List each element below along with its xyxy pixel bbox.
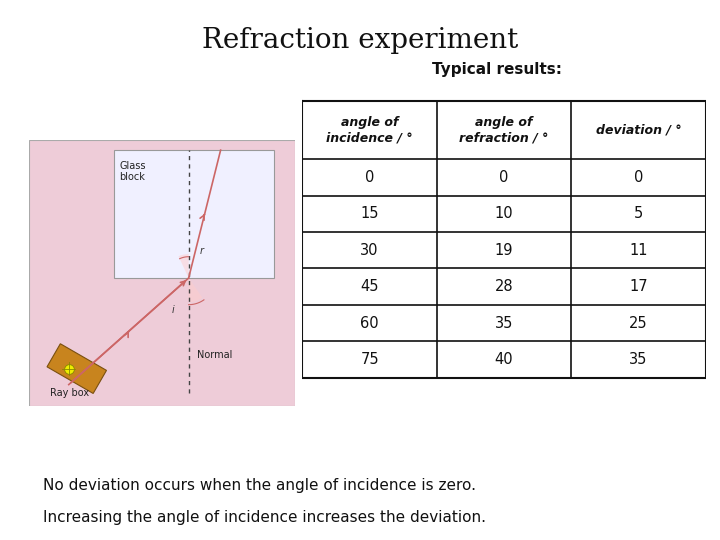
Text: 30: 30 xyxy=(360,243,379,258)
Text: 60: 60 xyxy=(360,315,379,330)
Text: 11: 11 xyxy=(629,243,648,258)
Text: 19: 19 xyxy=(495,243,513,258)
Text: 0: 0 xyxy=(634,170,643,185)
Text: i: i xyxy=(171,305,174,315)
Text: 25: 25 xyxy=(629,315,648,330)
Text: 15: 15 xyxy=(360,206,379,221)
Text: angle of
refraction / °: angle of refraction / ° xyxy=(459,116,549,145)
Text: deviation / °: deviation / ° xyxy=(595,124,681,137)
Text: 40: 40 xyxy=(495,352,513,367)
Bar xyxy=(114,150,274,278)
Text: Glass
block: Glass block xyxy=(120,161,146,183)
Text: 5: 5 xyxy=(634,206,643,221)
Text: 75: 75 xyxy=(360,352,379,367)
Text: angle of
incidence / °: angle of incidence / ° xyxy=(326,116,413,145)
Polygon shape xyxy=(179,254,189,278)
Text: 0: 0 xyxy=(499,170,509,185)
Text: Increasing the angle of incidence increases the deviation.: Increasing the angle of incidence increa… xyxy=(43,510,486,525)
Text: 28: 28 xyxy=(495,279,513,294)
Text: No deviation occurs when the angle of incidence is zero.: No deviation occurs when the angle of in… xyxy=(43,478,476,493)
Text: Normal: Normal xyxy=(197,350,232,360)
Text: 17: 17 xyxy=(629,279,648,294)
Text: 10: 10 xyxy=(495,206,513,221)
Text: 35: 35 xyxy=(629,352,647,367)
Polygon shape xyxy=(47,344,107,394)
Text: r: r xyxy=(200,246,204,256)
Text: Refraction experiment: Refraction experiment xyxy=(202,27,518,54)
Text: Typical results:: Typical results: xyxy=(432,62,562,77)
Text: 35: 35 xyxy=(495,315,513,330)
Text: Ray box: Ray box xyxy=(50,388,89,398)
Text: 0: 0 xyxy=(365,170,374,185)
Text: 45: 45 xyxy=(360,279,379,294)
Polygon shape xyxy=(189,278,202,302)
